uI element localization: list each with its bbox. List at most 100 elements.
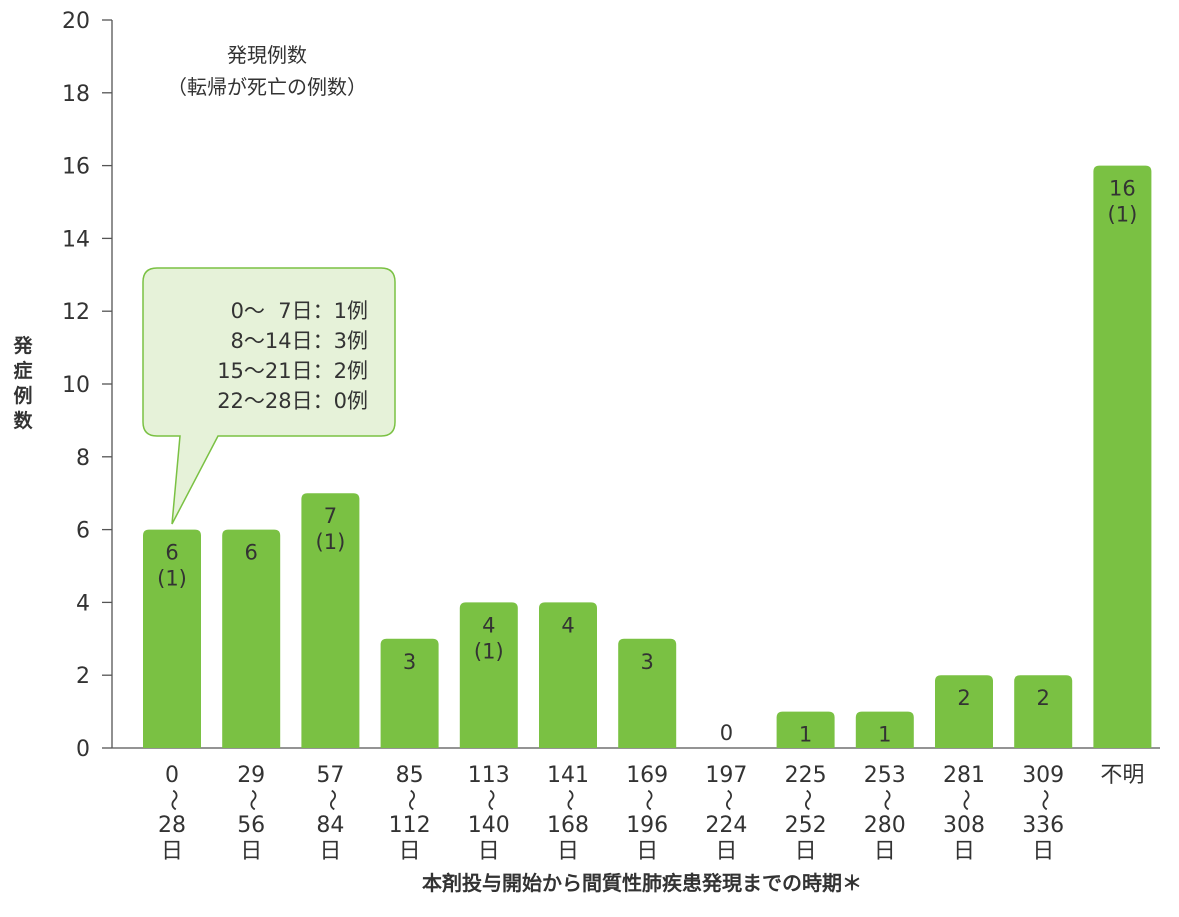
bar-value-label: 4 [561,613,574,637]
x-category-label: 85 [396,763,424,788]
bar [618,638,677,748]
bar-value-label: 7 [324,504,337,528]
x-category-label: 〜 [873,789,898,811]
y-tick-label: 14 [62,227,90,252]
x-category-label: 〜 [794,789,819,811]
x-category-label: 253 [864,763,906,788]
x-category-label: 〜 [398,789,423,811]
callout-line: 22〜28日：0例 [217,389,368,413]
bar [539,602,597,748]
callout-line: 0〜 7日：1例 [231,299,368,323]
bar-value-label: 3 [641,650,654,674]
x-category-label: 〜 [635,789,660,811]
x-category-label: 〜 [556,789,581,811]
bar [776,711,835,748]
bar-death-label: (1) [474,639,504,663]
y-tick-label: 18 [62,82,90,107]
y-axis-label-char: 発 [12,334,33,357]
x-category-label: 84 [316,813,344,838]
bar [935,675,993,748]
legend-line-1: 発現例数 [227,43,307,67]
bar-value-label: 4 [482,613,495,637]
bar-value-label: 0 [720,721,733,745]
bar [301,493,360,748]
y-tick-label: 6 [76,519,90,544]
x-category-label: 〜 [239,789,264,811]
x-category-label: 56 [237,813,265,838]
x-category-label: 〜 [318,789,343,811]
x-category-label: 0 [165,763,179,788]
bars: 6(1)67(1)34(1)430 1 12 216(1) [143,165,1152,749]
y-axis-label-char: 症 [13,359,32,382]
callout-bubble [142,267,396,525]
x-category-label: 日 [399,839,421,864]
y-tick-label: 8 [76,446,90,471]
x-category-label: 113 [468,763,510,788]
x-category-label: 252 [785,813,827,838]
bar [855,711,914,748]
x-category-label: 29 [237,763,265,788]
y-tick-label: 2 [76,664,90,689]
x-category-label: 112 [389,813,431,838]
y-axis-label-char: 例 [13,384,32,407]
x-category-label: 309 [1022,763,1064,788]
x-category-label: 日 [953,839,975,864]
bar [380,638,439,748]
bar [459,602,518,748]
x-category-label: 〜 [952,789,977,811]
x-category-label: 280 [864,813,906,838]
x-category-label: 〜 [1031,789,1056,811]
bar-value-label: 6 [165,541,178,565]
callout-box: 0〜 7日：1例 8〜14日：3例 15〜21日：2例 22〜28日：0例 [142,267,396,525]
bar-value-label: 2 [1037,686,1050,710]
x-category-label: 日 [874,839,896,864]
bar-value-label: 1 [878,723,891,747]
x-category-label: 日 [478,839,500,864]
bar [1093,165,1152,749]
bar-value-label: 3 [403,650,416,674]
x-category-label: 336 [1022,813,1064,838]
x-category-label: 日 [715,839,737,864]
x-category-label: 196 [626,813,668,838]
y-tick-label: 12 [62,300,90,325]
x-category-label: 224 [705,813,747,838]
x-category-label: 168 [547,813,589,838]
y-tick-label: 10 [62,373,90,398]
y-tick-label: 16 [62,155,90,180]
x-categories: 0〜28日29〜56日57〜84日85〜112日113〜140日141〜168日… [158,763,1144,864]
callout-line: 15〜21日：2例 [217,359,368,383]
x-category-label: 日 [319,839,341,864]
x-category-label: 197 [705,763,747,788]
x-category-label: 日 [636,839,658,864]
x-category-label: 281 [943,763,985,788]
x-category-label: 308 [943,813,985,838]
x-category-label: 〜 [477,789,502,811]
x-category-label: 57 [316,763,344,788]
x-category-label: 日 [795,839,817,864]
bar-value-label: 16 [1109,177,1136,201]
x-category-label: 日 [1032,839,1054,864]
x-category-label: 〜 [714,789,739,811]
x-category-label: 169 [626,763,668,788]
y-tick-label: 0 [76,737,90,762]
bar-value-label: 6 [245,541,258,565]
bar [1014,675,1073,748]
x-category-label: 日 [557,839,579,864]
x-category-label: 日 [161,839,183,864]
x-category-label: 141 [547,763,589,788]
bar-death-label: (1) [1108,203,1138,227]
y-axis-label-char: 数 [13,409,33,432]
bar-death-label: (1) [316,530,346,554]
callout-line: 8〜14日：3例 [231,329,368,353]
y-tick-label: 20 [62,9,90,34]
bar [143,529,201,748]
x-axis-label: 本剤投与開始から間質性肺疾患発現までの時期＊ [422,871,862,895]
bar-value-label: 2 [957,686,970,710]
x-category-label: 225 [785,763,827,788]
bar-death-label: (1) [157,567,187,591]
y-ticks: 0 2 4 6 8 10 12 14 16 18 20 [62,9,112,762]
x-category-label: 140 [468,813,510,838]
bar-value-label: 1 [799,723,812,747]
